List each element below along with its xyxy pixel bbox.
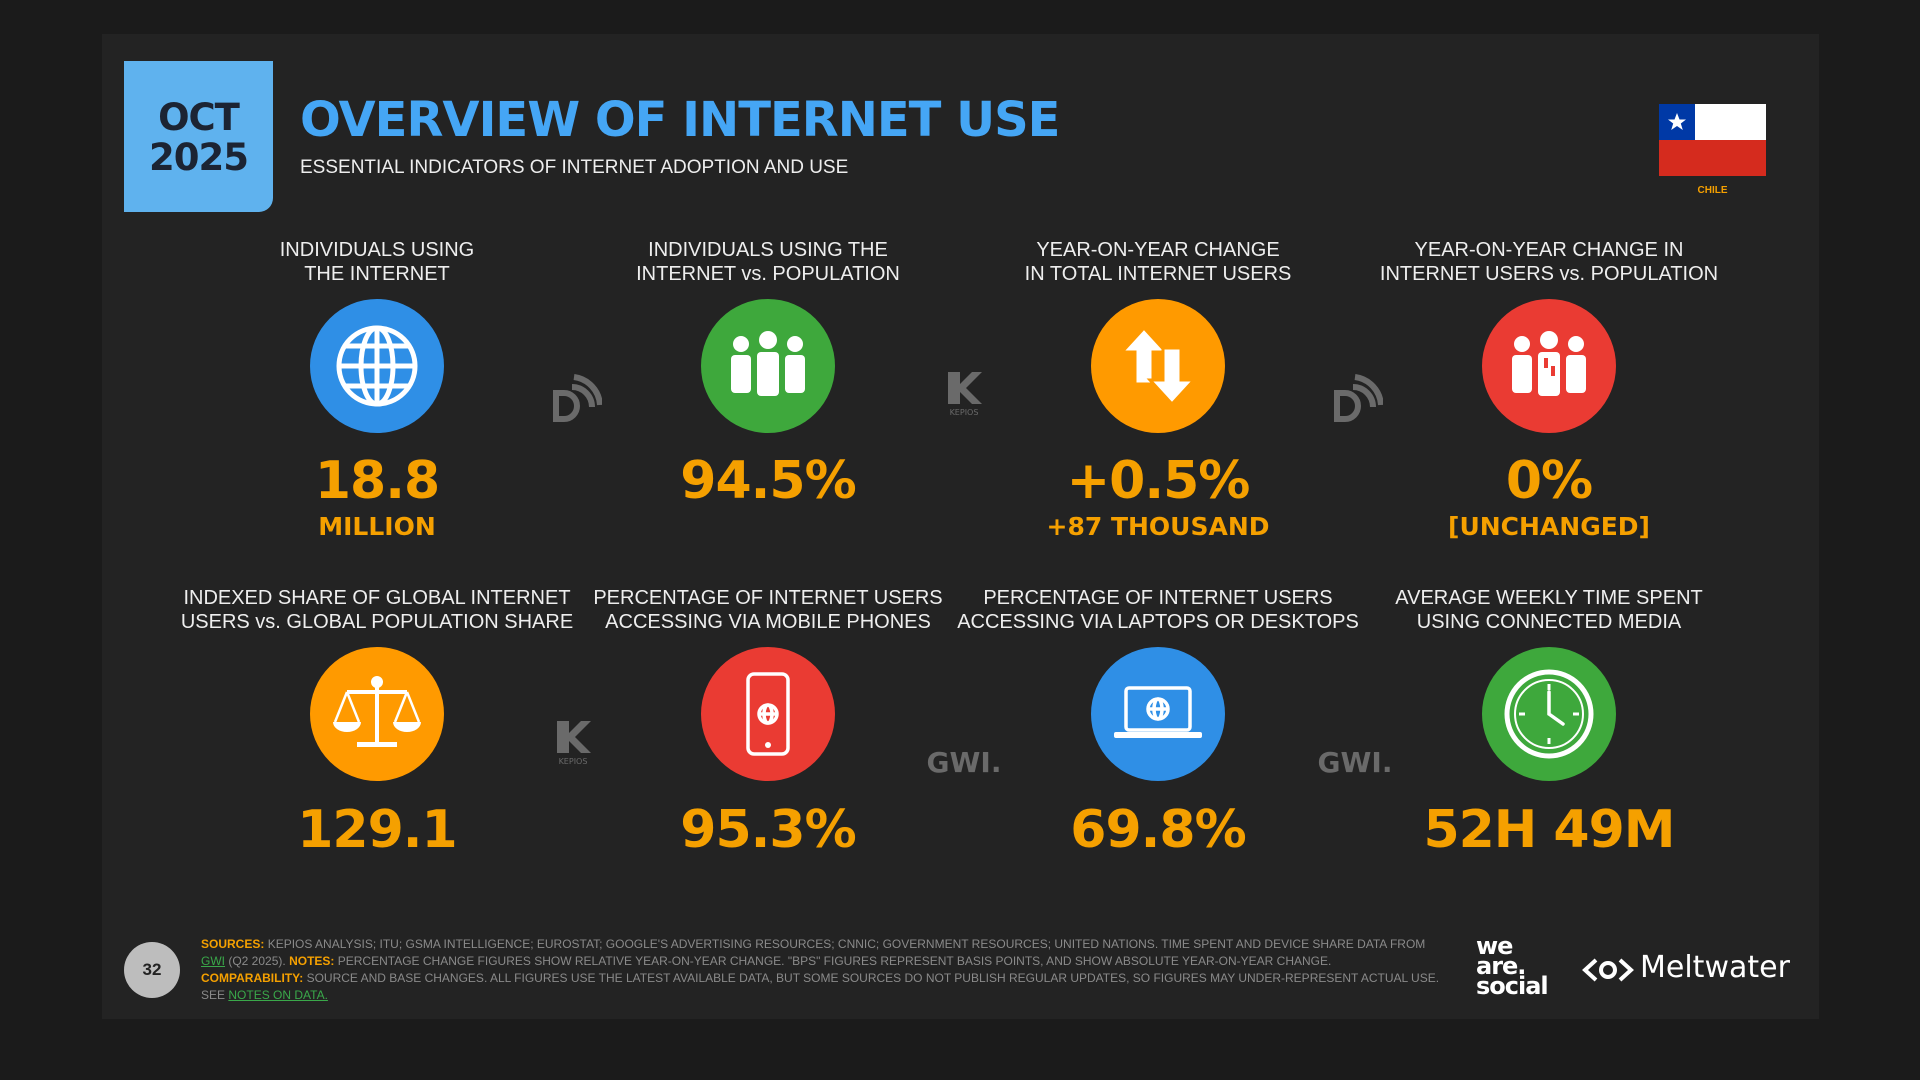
sources: KEPIOS ANALYSIS; ITU; GSMA INTELLIGENCE;… [267,937,1426,951]
indicator-value: 69.8% [1070,800,1246,860]
text: USING CONNECTED MEDIA [1416,611,1682,633]
people-icon [701,299,835,433]
sources-link[interactable]: GWI [201,954,225,968]
slide [102,34,1819,1019]
indicator-label: YEAR-ON-YEAR CHANGE IN TOTAL INTERNET USE… [918,238,1398,286]
indicator-label: INDEXED SHARE OF GLOBAL INTERNET USERS vs… [137,586,617,634]
indicator-value: 0% [1505,451,1593,511]
footnotes: SOURCES: KEPIOS ANALYSIS; ITU; GSMA INTE… [201,936,1451,1004]
notes: PERCENTAGE CHANGE FIGURES SHOW RELATIVE … [337,954,1332,968]
text: PERCENTAGE OF INTERNET USERS [593,587,943,609]
indicator-label: PERCENTAGE OF INTERNET USERS ACCESSING VI… [918,586,1398,634]
meltwater-logo: Meltwater [1640,950,1790,985]
text: we [1476,932,1513,960]
subtitle: ESSENTIAL INDICATORS OF INTERNET ADOPTIO… [300,157,849,178]
scale-icon [310,647,444,781]
title: OVERVIEW OF INTERNET USE [300,92,1060,148]
comparability: SOURCE AND BASE CHANGES. ALL FIGURES USE… [201,971,1440,1002]
laptop-icon [1091,647,1225,781]
year: 2025 [149,136,249,179]
indicator-label: INDIVIDUALS USING THE INTERNET vs. POPULA… [528,238,1008,286]
indicator: AVERAGE WEEKLY TIME SPENT USING CONNECTED… [1309,586,1789,634]
text: social [1476,972,1549,1000]
notes-link[interactable]: NOTES ON DATA. [228,988,328,1002]
indicator: INDEXED SHARE OF GLOBAL INTERNET USERS vs… [137,586,617,634]
text: ACCESSING VIA MOBILE PHONES [605,611,931,633]
date-box: OCT 2025 [124,61,273,212]
page-number: 32 [124,942,180,998]
text: KEPIOS [949,408,979,417]
indicator-value: 94.5% [680,451,856,511]
indicator: YEAR-ON-YEAR CHANGE IN TOTAL INTERNET USE… [918,238,1398,286]
indicator: INDIVIDUALS USING THE INTERNET [137,238,617,286]
sources-label: SOURCES: [201,937,265,951]
comparability-label: COMPARABILITY: [201,971,304,985]
kepios-mark: KEPIOS [543,719,603,766]
indicator-label: INDIVIDUALS USING THE INTERNET [137,238,617,286]
phone-icon [701,647,835,781]
globe-icon [310,299,444,433]
indicator-label: AVERAGE WEEKLY TIME SPENT USING CONNECTED… [1309,586,1789,634]
notes-label: NOTES: [289,954,335,968]
text: PERCENTAGE OF INTERNET USERS [983,587,1333,609]
indicator-value: 18.8 [314,451,440,511]
people-change-icon [1482,299,1616,433]
indicator-sublabel: MILLION [318,512,436,541]
text: USERS vs. GLOBAL POPULATION SHARE [180,611,574,633]
indicator: PERCENTAGE OF INTERNET USERS ACCESSING VI… [918,586,1398,634]
indicator-value: 52H 49M [1423,800,1675,860]
datareportal-mark [553,374,602,422]
gwi-mark: GWI. [926,746,1002,779]
indicator-value: 129.1 [297,800,457,860]
clock-icon [1482,647,1616,781]
text: INDEXED SHARE OF GLOBAL INTERNET [183,587,571,609]
sources-end: (Q2 2025). [228,954,286,968]
text: KEPIOS [558,757,588,766]
flag [1659,104,1766,176]
text: IN TOTAL INTERNET USERS [1024,263,1292,285]
text: THE INTERNET [304,263,450,285]
kepios-mark: KEPIOS [934,370,994,417]
text: AVERAGE WEEKLY TIME SPENT [1395,587,1703,609]
country: CHILE [1697,185,1728,196]
text: INTERNET vs. POPULATION [636,263,900,285]
indicator: INDIVIDUALS USING THE INTERNET vs. POPULA… [528,238,1008,286]
indicator-value: +0.5% [1066,451,1251,511]
we-are-social-logo: we are. social [1476,932,1549,1000]
text: INTERNET USERS vs. POPULATION [1379,263,1719,285]
text: INDIVIDUALS USING THE [648,239,888,261]
month: OCT [158,96,240,139]
meltwater-symbol [1582,958,1634,982]
indicator-sublabel: [UNCHANGED] [1448,512,1650,541]
change-icon [1091,299,1225,433]
indicator-label: YEAR-ON-YEAR CHANGE IN INTERNET USERS vs.… [1309,238,1789,286]
text: INDIVIDUALS USING [279,239,475,261]
datareportal-mark [1334,374,1383,422]
text: YEAR-ON-YEAR CHANGE [1036,239,1280,261]
text: are. [1476,952,1526,980]
indicator-label: PERCENTAGE OF INTERNET USERS ACCESSING VI… [528,586,1008,634]
indicator: YEAR-ON-YEAR CHANGE IN INTERNET USERS vs.… [1309,238,1789,286]
text: YEAR-ON-YEAR CHANGE IN [1414,239,1684,261]
indicator: PERCENTAGE OF INTERNET USERS ACCESSING VI… [528,586,1008,634]
text: ACCESSING VIA LAPTOPS OR DESKTOPS [957,611,1359,633]
indicator-value: 95.3% [680,800,856,860]
gwi-mark: GWI. [1317,746,1393,779]
indicator-sublabel: +87 THOUSAND [1046,512,1270,541]
